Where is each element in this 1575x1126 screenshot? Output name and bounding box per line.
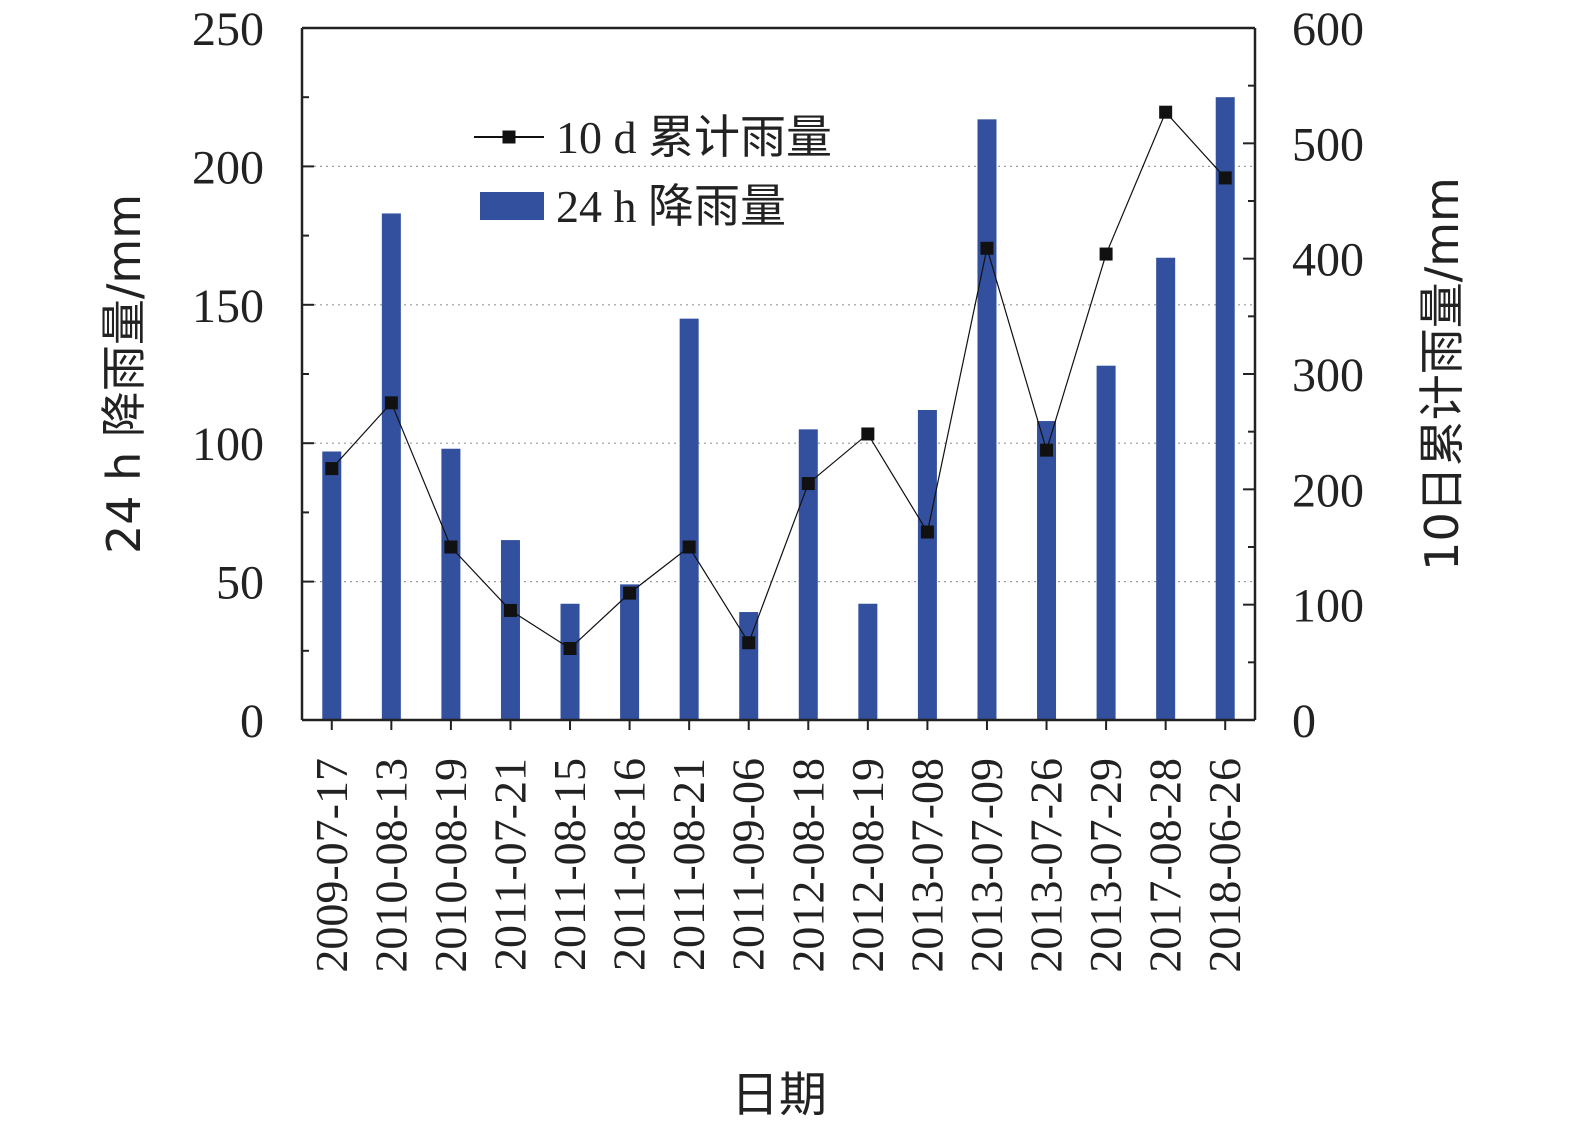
right-tick-label: 500 [1292,118,1364,171]
left-tick-label: 150 [192,280,264,333]
left-tick-label: 50 [216,557,264,610]
x-tick-label: 2012-08-19 [842,758,893,973]
line-point [325,462,339,476]
bar [620,584,640,720]
line-point [861,427,875,441]
line-point [563,641,577,655]
bar [1156,257,1176,720]
x-tick-label: 2010-08-13 [365,758,416,973]
x-tick-label: 2012-08-18 [782,758,833,973]
line-series [325,105,1232,655]
right-tick-label: 0 [1292,695,1316,748]
line-point [801,477,815,491]
legend-label-line: 10 d 累计雨量 [556,112,832,163]
left-tick-label: 100 [192,418,264,471]
x-tick-label: 2010-08-19 [425,758,476,973]
left-tick-label: 0 [240,695,264,748]
right-tick-label: 600 [1292,3,1364,56]
bar [560,603,580,720]
right-tick-label: 100 [1292,580,1364,633]
bar [1096,365,1116,720]
line-point [623,586,637,600]
x-tick-label: 2013-07-08 [901,758,952,973]
line-point [682,540,696,554]
line-point [1099,247,1113,261]
axis-titles: 24 h 降雨量/mm 10日累计雨量/mm 日期 [97,177,1469,1123]
legend-bar-swatch [480,192,544,220]
legend-label-bar: 24 h 降雨量 [556,181,786,232]
bar [500,540,520,720]
x-tick-label: 2013-07-29 [1080,758,1131,973]
bar [798,429,818,720]
legend: 10 d 累计雨量 24 h 降雨量 [474,112,832,232]
line-point [920,525,934,539]
bar [322,451,342,720]
x-tick-label: 2011-07-21 [484,758,535,971]
x-tick-label: 2011-08-21 [663,758,714,971]
y2-axis-title: 10日累计雨量/mm [1415,177,1469,571]
x-tick-label: 2011-08-15 [544,758,595,971]
x-tick-label: 2018-06-26 [1199,758,1250,973]
bar [858,603,878,720]
bar [441,448,461,720]
line-point [1159,105,1173,119]
x-tick-label: 2009-07-17 [306,758,357,973]
axes: 0 50 100 150 200 250 0 100 200 300 400 500 600 2009-0… [192,3,1364,973]
left-tick-label: 250 [192,3,264,56]
line-point [742,636,756,650]
x-tick-label: 2011-09-06 [723,758,774,971]
line-point [1040,443,1054,457]
y-axis-title: 24 h 降雨量/mm [97,194,151,554]
bar [917,409,937,720]
bar [739,612,759,720]
left-tick-label: 200 [192,141,264,194]
x-tick-label: 2013-07-26 [1021,758,1072,973]
line-point [503,603,517,617]
x-axis-title: 日期 [731,1067,827,1123]
right-tick-label: 300 [1292,349,1364,402]
bar [679,318,699,720]
right-tick-label: 200 [1292,464,1364,517]
legend-line-marker [502,130,516,144]
bar [977,119,997,721]
right-tick-label: 400 [1292,234,1364,287]
x-tick-label: 2011-08-16 [604,758,655,971]
bar [1037,421,1057,720]
line-point [444,540,458,554]
line-point [980,241,994,255]
bar [381,213,401,720]
line-point [384,396,398,410]
series-line [331,111,1226,650]
bar [1215,97,1235,720]
x-tick-label: 2013-07-09 [961,758,1012,973]
x-tick-label: 2017-08-28 [1140,758,1191,973]
line-point [1218,171,1232,185]
